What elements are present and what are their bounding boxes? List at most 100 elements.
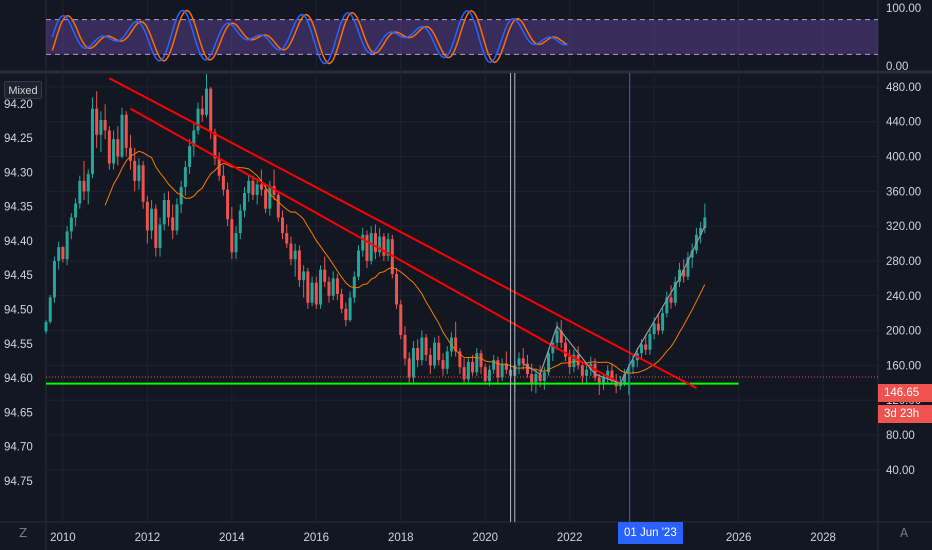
- candle-body: [242, 193, 246, 211]
- candle-body: [259, 184, 263, 190]
- candle-body: [428, 354, 432, 366]
- candle-body: [340, 294, 344, 309]
- candle-body: [492, 360, 496, 370]
- candle-body: [196, 108, 200, 131]
- candle-body: [48, 297, 52, 322]
- candle-body: [103, 119, 107, 131]
- oscillator-band: [46, 19, 878, 55]
- candle-body: [593, 363, 597, 378]
- left-tick-label-94.25: 94.25: [4, 133, 33, 145]
- candle-body: [606, 370, 610, 378]
- candle-body: [361, 234, 365, 251]
- candle-body: [268, 186, 272, 209]
- auto-scale-button[interactable]: A: [900, 526, 909, 540]
- crosshair-date-label: 01 Jun '23: [618, 522, 683, 544]
- left-tick-label-94.65: 94.65: [4, 407, 33, 419]
- candle-body: [504, 363, 508, 370]
- candle-body: [213, 132, 217, 159]
- candle-body: [395, 274, 399, 305]
- candle-body: [285, 233, 289, 244]
- left-tick-label-94.35: 94.35: [4, 202, 33, 214]
- candle-body: [188, 146, 192, 167]
- candle-body: [458, 351, 462, 368]
- candle-body: [373, 233, 377, 253]
- candle-body: [551, 342, 555, 354]
- candle-body: [310, 282, 314, 303]
- right-tick-label-360.00: 360.00: [886, 186, 921, 198]
- last-price-tag: 146.65: [878, 384, 932, 402]
- x-tick-label-2022: 2022: [557, 532, 583, 544]
- candle-body: [297, 250, 301, 281]
- right-tick-label-480.00: 480.00: [886, 82, 921, 94]
- candle-body: [686, 257, 690, 277]
- candle-body: [631, 360, 635, 368]
- candle-body: [471, 361, 475, 373]
- candle-body: [65, 231, 69, 260]
- candle-body: [357, 250, 361, 277]
- candle-body: [648, 334, 652, 350]
- candle-body: [517, 358, 521, 366]
- right-tick-label-160.00: 160.00: [886, 360, 921, 372]
- candle-body: [378, 236, 382, 253]
- candle-body: [639, 344, 643, 354]
- axes: 2010201220142016201820202022202420262028…: [4, 3, 921, 544]
- candle-body: [281, 217, 285, 234]
- candle-body: [623, 374, 627, 383]
- candle-body: [441, 360, 445, 369]
- right-tick-label-200.00: 200.00: [886, 326, 921, 338]
- candle-body: [226, 189, 230, 220]
- candle-body: [209, 88, 213, 133]
- left-tick-label-94.75: 94.75: [4, 476, 33, 488]
- left-tick-label-94.20: 94.20: [4, 99, 33, 111]
- candle-body: [399, 304, 403, 335]
- candle-body: [90, 108, 94, 174]
- candle-body: [652, 323, 656, 335]
- bar-countdown-tag: 3d 23h: [878, 405, 932, 423]
- candle-body: [547, 353, 551, 373]
- candle-body: [264, 189, 268, 209]
- candle-body: [276, 194, 280, 218]
- candle-body: [661, 313, 665, 331]
- candle-body: [200, 108, 204, 115]
- plot-background: [46, 0, 878, 550]
- candle-body: [116, 139, 120, 157]
- candle-body: [150, 208, 154, 231]
- left-tick-label-94.70: 94.70: [4, 442, 33, 454]
- candle-body: [382, 236, 386, 256]
- candle-body: [335, 278, 339, 295]
- candle-body: [78, 180, 82, 204]
- candle-body: [204, 88, 208, 115]
- candle-body: [162, 200, 166, 225]
- scale-mode-button[interactable]: Mixed: [4, 81, 42, 99]
- left-tick-label-94.55: 94.55: [4, 339, 33, 351]
- candle-body: [86, 173, 90, 192]
- candle-body: [673, 281, 677, 303]
- zoom-reset-button[interactable]: Z: [19, 526, 28, 540]
- left-tick-label-94.60: 94.60: [4, 373, 33, 385]
- candle-body: [601, 377, 605, 385]
- candle-body: [597, 377, 601, 385]
- candle-body: [644, 344, 648, 350]
- candle-body: [568, 356, 572, 368]
- candle-body: [82, 180, 86, 192]
- right-tick-label-440.00: 440.00: [886, 117, 921, 129]
- candle-body: [145, 201, 149, 231]
- candle-body: [238, 210, 242, 234]
- right-tick-label-40.00: 40.00: [886, 465, 915, 477]
- candle-body: [521, 358, 525, 364]
- candle-body: [559, 330, 563, 343]
- candle-body: [154, 208, 158, 248]
- candle-body: [95, 108, 99, 135]
- x-tick-label-2016: 2016: [303, 532, 329, 544]
- right-tick-label-80.00: 80.00: [886, 430, 915, 442]
- trendline-1: [108, 77, 697, 389]
- candle-body: [323, 269, 327, 282]
- candle-body: [585, 369, 589, 376]
- x-tick-label-2026: 2026: [726, 532, 752, 544]
- candle-body: [699, 227, 703, 235]
- stochastic-rsi-pane: [46, 9, 878, 65]
- candle-body: [44, 321, 48, 332]
- candle-body: [530, 374, 534, 383]
